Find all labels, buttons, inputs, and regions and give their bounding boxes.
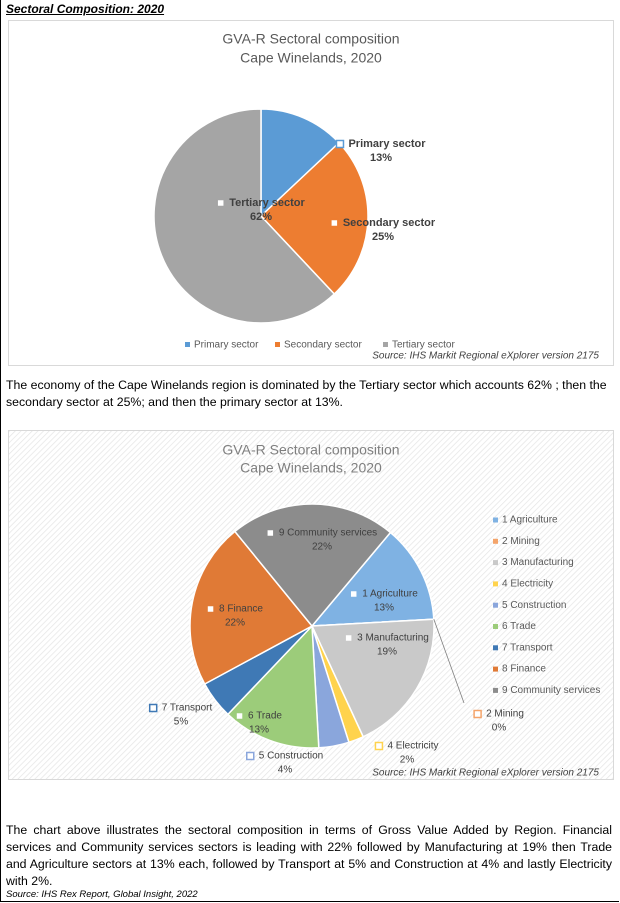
label-marker: [148, 703, 158, 713]
pie-slice: [226, 624, 320, 749]
data-label: 13%: [374, 603, 394, 614]
chart-title: GVA-R Sectoral composition: [222, 31, 399, 47]
legend-swatch: [493, 645, 498, 651]
chart-box: GVA-R Sectoral composition Cape Winelands…: [8, 430, 614, 780]
legend-swatch: [493, 602, 498, 608]
data-label-name: 1 Agriculture: [362, 589, 418, 600]
data-label: 62%: [250, 211, 272, 223]
data-label: 19%: [377, 647, 397, 658]
legend-swatch: [493, 560, 498, 566]
leader-line: [433, 619, 465, 704]
data-label: 13%: [249, 725, 269, 736]
pie-slice: [153, 108, 336, 324]
legend-label: Tertiary sector: [392, 340, 455, 351]
pie-slice: [310, 531, 435, 627]
chart-title: GVA-R Sectoral composition: [222, 442, 399, 458]
chart-subtitle: Cape Winelands, 2020: [240, 50, 382, 66]
legend-swatch: [493, 687, 498, 693]
legend-label: 5 Construction: [502, 600, 566, 611]
label-marker: [349, 589, 358, 599]
pie-slice: [189, 530, 314, 686]
data-label-name: 2 Mining: [486, 709, 524, 720]
data-label-name: 3 Manufacturing: [357, 633, 429, 644]
label-marker: [216, 198, 225, 208]
label-marker: [374, 741, 384, 751]
chart-source: Source: IHS Markit Regional eXplorer ver…: [372, 351, 599, 362]
label-marker: [335, 139, 345, 149]
legend-label: 7 Transport: [502, 642, 553, 653]
paragraph: The economy of the Cape Winelands region…: [6, 378, 607, 409]
paragraph: The chart above illustrates the sectoral…: [6, 823, 612, 888]
data-label-name: Tertiary sector: [229, 197, 305, 209]
legend-label: Primary sector: [194, 340, 259, 351]
legend-label: 4 Electricity: [502, 579, 553, 590]
heading: Sectoral Composition: 2020: [6, 2, 165, 16]
data-label: 25%: [372, 231, 394, 243]
chart: GVA-R Sectoral composition Cape Winelands…: [9, 431, 613, 779]
chart-source: Source: IHS Markit Regional eXplorer ver…: [372, 768, 599, 779]
label-marker: [473, 709, 482, 719]
legend-swatch: [383, 342, 388, 347]
legend-swatch: [493, 517, 498, 523]
chart: GVA-R Sectoral composition Cape Winelands…: [153, 31, 599, 362]
label-marker: [235, 711, 244, 721]
legend-swatch: [493, 666, 498, 672]
data-label: 22%: [225, 618, 245, 629]
label-marker: [330, 218, 339, 228]
data-label: 0%: [492, 723, 507, 734]
data-label: 13%: [370, 152, 392, 164]
legend-swatch: [275, 342, 280, 347]
chart-subtitle: Cape Winelands, 2020: [240, 460, 382, 476]
data-label: 2%: [400, 755, 415, 766]
pie-slice: [310, 618, 435, 738]
pie-slice: [259, 141, 369, 296]
data-label: 4%: [278, 765, 293, 776]
legend-label: 8 Finance: [502, 664, 546, 675]
legend-label: 2 Mining: [502, 536, 540, 547]
data-label-name: 5 Construction: [259, 751, 323, 762]
data-label-name: 7 Transport: [162, 703, 213, 714]
legend-label: Secondary sector: [284, 340, 362, 351]
label-marker: [266, 528, 275, 538]
legend-swatch: [493, 581, 498, 587]
data-label-name: 8 Finance: [219, 604, 263, 615]
legend-swatch: [185, 342, 190, 347]
label-marker: [344, 633, 353, 643]
data-label-name: Primary sector: [348, 138, 426, 150]
data-label-name: Secondary sector: [343, 217, 436, 229]
data-label-name: 9 Community services: [279, 528, 377, 539]
legend-label: 6 Trade: [502, 621, 536, 632]
source: Source: IHS Rex Report, Global Insight, …: [6, 889, 198, 900]
label-marker: [206, 604, 215, 614]
data-label-name: 6 Trade: [248, 711, 282, 722]
legend-swatch: [493, 624, 498, 629]
legend-label: 1 Agriculture: [502, 515, 558, 526]
legend-label: 3 Manufacturing: [502, 557, 574, 568]
legend-swatch: [493, 538, 498, 544]
data-label: 5%: [174, 717, 189, 728]
data-label-name: 4 Electricity: [387, 741, 438, 752]
label-marker: [246, 751, 255, 761]
chart-box: GVA-R Sectoral composition Cape Winelands…: [8, 20, 614, 366]
legend-label: 9 Community services: [502, 685, 600, 696]
data-label: 22%: [312, 542, 332, 553]
